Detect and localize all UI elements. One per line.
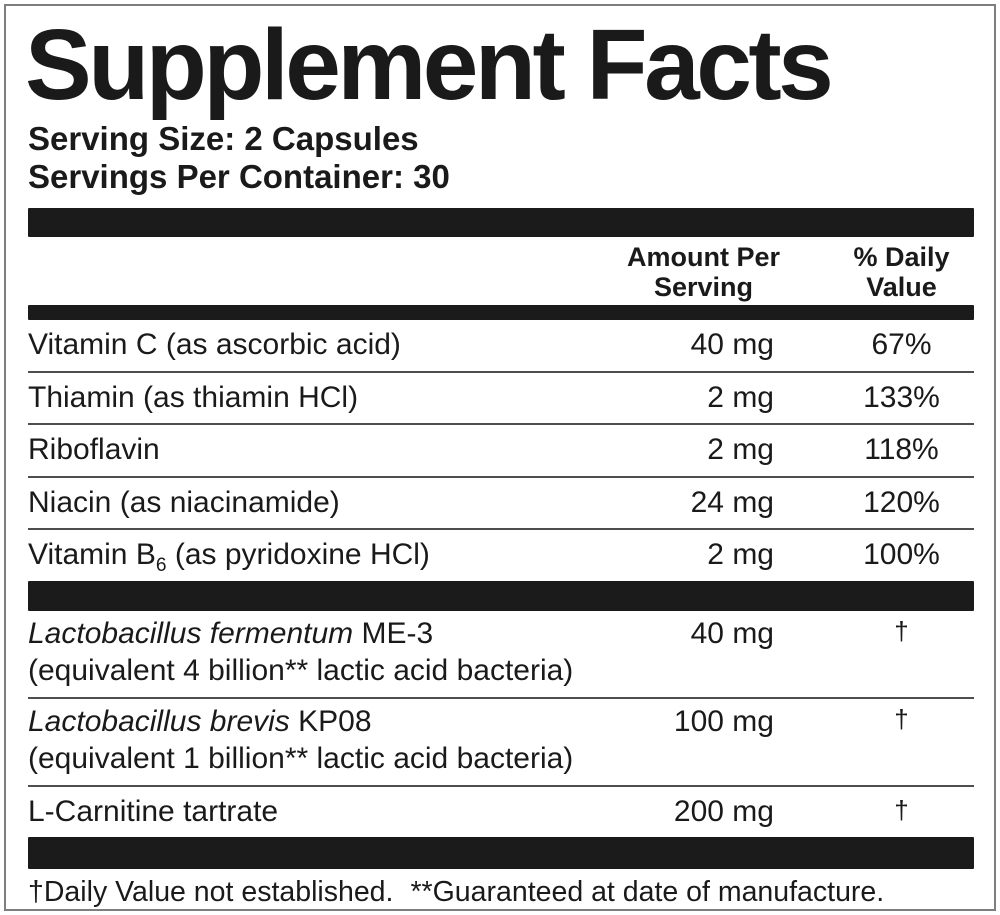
table-row-lactobacillus-fermentum: Lactobacillus fermentum ME-3 40 mg † (eq… bbox=[28, 611, 974, 697]
nutrient-name: Vitamin C (as ascorbic acid) bbox=[28, 328, 401, 362]
nutrient-name: Lactobacillus fermentum ME-3 bbox=[28, 616, 434, 650]
table-row-vitamin-b6: Vitamin B6 (as pyridoxine HCl) 2 mg 100% bbox=[28, 528, 974, 581]
table-row-vitamin-c: Vitamin C (as ascorbic acid) 40 mg 67% bbox=[28, 320, 974, 371]
nutrient-name: Lactobacillus brevis KP08 bbox=[28, 704, 372, 738]
nutrient-daily-value: 120% bbox=[863, 485, 940, 519]
footnote-daily-value: †Daily Value not established. bbox=[28, 876, 394, 909]
table-row-l-carnitine: L-Carnitine tartrate 200 mg † bbox=[28, 784, 974, 838]
nutrient-daily-value: 118% bbox=[864, 433, 939, 467]
nutrient-name: L-Carnitine tartrate bbox=[28, 794, 279, 828]
nutrient-amount: 100 mg bbox=[673, 704, 774, 738]
table-row-thiamin: Thiamin (as thiamin HCl) 2 mg 133% bbox=[28, 370, 974, 424]
supplement-facts-label: Supplement Facts Serving Size: 2 Capsule… bbox=[4, 4, 996, 911]
table-header: Amount Per Serving % Daily Value bbox=[28, 237, 974, 305]
footnote: †Daily Value not established. **Guarantee… bbox=[28, 876, 974, 909]
nutrient-description: (equivalent 4 billion** lactic acid bact… bbox=[28, 654, 574, 688]
table-row-niacin: Niacin (as niacinamide) 24 mg 120% bbox=[28, 475, 974, 529]
nutrient-amount: 40 mg bbox=[690, 616, 774, 650]
divider-bar-under-header bbox=[28, 305, 974, 321]
servings-per-container: Servings Per Container: 30 bbox=[28, 157, 450, 195]
label-title: Supplement Facts bbox=[25, 9, 834, 121]
nutrient-daily-value-dagger: † bbox=[894, 615, 909, 646]
nutrient-daily-value: 100% bbox=[863, 538, 940, 572]
footnote-guarantee: **Guaranteed at date of manufacture. bbox=[410, 876, 885, 909]
table-row-lactobacillus-brevis: Lactobacillus brevis KP08 100 mg † (equi… bbox=[28, 696, 974, 785]
nutrient-name: Niacin (as niacinamide) bbox=[28, 485, 340, 519]
divider-bar-middle bbox=[28, 580, 974, 611]
nutrient-amount: 2 mg bbox=[707, 538, 774, 572]
nutrient-description: (equivalent 1 billion** lactic acid bact… bbox=[28, 742, 574, 776]
table-row-riboflavin: Riboflavin 2 mg 118% bbox=[28, 423, 974, 476]
nutrient-amount: 2 mg bbox=[707, 433, 774, 467]
serving-size: Serving Size: 2 Capsules bbox=[28, 120, 419, 157]
nutrient-name: Vitamin B6 (as pyridoxine HCl) bbox=[28, 538, 430, 577]
subscript-6: 6 bbox=[155, 555, 167, 577]
divider-bar-top bbox=[28, 207, 974, 237]
column-header-percent-daily-value: % Daily Value bbox=[853, 241, 950, 303]
nutrient-name: Riboflavin bbox=[28, 433, 160, 467]
nutrient-amount: 200 mg bbox=[673, 794, 774, 828]
nutrient-daily-value: 67% bbox=[871, 328, 932, 362]
column-header-amount-per-serving: Amount Per Serving bbox=[626, 241, 780, 303]
nutrient-daily-value: 133% bbox=[863, 380, 940, 414]
divider-bar-bottom bbox=[28, 837, 974, 870]
nutrient-amount: 2 mg bbox=[707, 380, 774, 414]
nutrient-name: Thiamin (as thiamin HCl) bbox=[28, 380, 359, 414]
nutrient-amount: 24 mg bbox=[690, 485, 774, 519]
nutrient-daily-value-dagger: † bbox=[894, 703, 909, 734]
nutrient-daily-value-dagger: † bbox=[894, 794, 909, 825]
nutrient-amount: 40 mg bbox=[690, 328, 774, 362]
